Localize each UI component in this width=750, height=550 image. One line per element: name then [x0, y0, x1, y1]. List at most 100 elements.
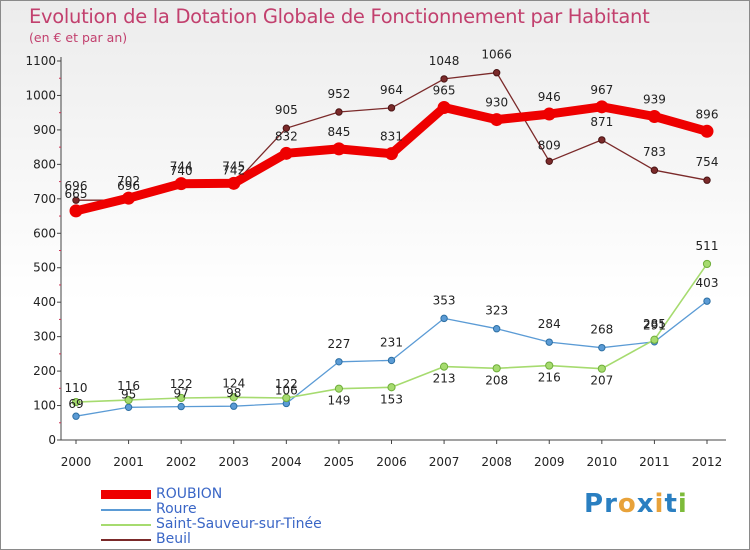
data-point-roubion [490, 113, 504, 127]
data-point-roubion [69, 204, 83, 218]
data-point-roubion [227, 176, 241, 190]
x-tick-label: 2001 [113, 455, 144, 469]
legend-swatch-beuil [101, 539, 151, 541]
data-label-roubion: 832 [275, 129, 298, 143]
logo-letter: o [617, 489, 637, 519]
x-tick-label: 2009 [534, 455, 565, 469]
x-tick-label: 2006 [376, 455, 407, 469]
data-label-saint-sauveur-sur-tin-e: 153 [380, 392, 403, 406]
data-label-roubion: 831 [380, 130, 403, 144]
data-point-roubion [279, 146, 293, 160]
y-tick-label: 600 [33, 226, 56, 240]
data-label-beuil: 952 [327, 87, 350, 101]
data-point-beuil [703, 176, 711, 184]
data-label-beuil: 905 [275, 103, 298, 117]
data-point-roure [545, 338, 553, 346]
logo-letter: r [604, 489, 618, 519]
logo-letter: i [654, 489, 665, 519]
data-label-beuil: 754 [696, 155, 719, 169]
data-label-roure: 284 [538, 317, 561, 331]
data-label-saint-sauveur-sur-tin-e: 149 [327, 394, 350, 408]
data-point-saint-sauveur-sur-tin-e [229, 393, 238, 402]
data-label-beuil: 742 [222, 163, 245, 177]
data-label-beuil: 783 [643, 145, 666, 159]
logo-letter: i [677, 489, 688, 519]
data-label-saint-sauveur-sur-tin-e: 511 [696, 239, 719, 253]
data-label-saint-sauveur-sur-tin-e: 110 [65, 381, 88, 395]
data-point-beuil [545, 157, 553, 165]
data-label-saint-sauveur-sur-tin-e: 208 [485, 373, 508, 387]
data-point-beuil [492, 69, 501, 77]
data-label-roure: 69 [68, 397, 83, 411]
legend-item-saint-sauveur: Saint-Sauveur-sur-Tinée [101, 516, 421, 533]
y-tick-label: 300 [33, 330, 56, 344]
data-label-roubion: 967 [590, 83, 613, 97]
data-point-roubion [647, 109, 661, 123]
data-point-saint-sauveur-sur-tin-e [439, 362, 449, 371]
chart-subtitle: (en € et par an) [29, 30, 128, 45]
y-tick-label: 400 [33, 295, 56, 309]
data-point-roure [230, 402, 238, 410]
data-label-roure: 227 [327, 337, 350, 351]
y-tick-label: 900 [33, 123, 56, 137]
x-tick-label: 2011 [639, 455, 670, 469]
data-label-beuil: 740 [170, 164, 193, 178]
data-point-saint-sauveur-sur-tin-e [545, 361, 554, 370]
data-point-roubion [122, 191, 136, 205]
data-point-roure [387, 356, 396, 365]
data-label-beuil: 809 [538, 138, 561, 152]
data-point-roure [124, 403, 133, 411]
data-point-beuil [650, 166, 659, 174]
data-label-beuil: 871 [590, 115, 613, 129]
y-tick-label: 500 [33, 261, 56, 275]
y-tick-label: 200 [33, 364, 56, 378]
y-tick-label: 100 [33, 399, 56, 413]
data-label-roubion: 702 [117, 174, 140, 188]
legend-label-roubion: ROUBION [156, 486, 223, 502]
y-tick-label: 700 [33, 192, 56, 206]
x-tick-label: 2002 [166, 455, 197, 469]
data-point-roure [492, 325, 501, 333]
data-label-roure: 106 [275, 383, 298, 397]
data-point-roubion [700, 124, 714, 138]
data-point-beuil [440, 75, 448, 83]
data-point-beuil [72, 196, 80, 204]
data-label-roure: 268 [590, 323, 613, 337]
data-point-roubion [542, 107, 556, 121]
data-point-saint-sauveur-sur-tin-e [387, 383, 396, 392]
x-tick-label: 2000 [61, 455, 92, 469]
data-label-roure: 95 [121, 387, 136, 401]
logo-letter: x [636, 489, 655, 519]
data-point-roubion [332, 142, 346, 156]
data-label-roure: 403 [696, 276, 719, 290]
data-label-roure: 231 [380, 335, 403, 349]
logo-letter: P [584, 489, 605, 519]
legend-item-roure: Roure [101, 501, 421, 518]
data-label-saint-sauveur-sur-tin-e: 122 [275, 377, 298, 391]
data-label-roubion: 930 [485, 96, 508, 110]
x-tick-label: 2007 [429, 455, 460, 469]
data-point-beuil [282, 124, 291, 132]
data-label-saint-sauveur-sur-tin-e: 116 [117, 379, 140, 393]
logo-letter: t [664, 489, 678, 519]
data-point-saint-sauveur-sur-tin-e [282, 393, 291, 403]
data-label-roure: 353 [433, 293, 456, 307]
data-label-roubion: 745 [222, 159, 245, 173]
data-point-saint-sauveur-sur-tin-e [71, 398, 81, 407]
data-label-saint-sauveur-sur-tin-e: 291 [643, 319, 666, 333]
legend-label-beuil: Beuil [156, 531, 191, 547]
data-label-roubion: 744 [170, 160, 193, 174]
data-point-roure [72, 412, 80, 420]
data-point-saint-sauveur-sur-tin-e [702, 259, 712, 269]
data-label-roubion: 946 [538, 90, 561, 104]
data-point-saint-sauveur-sur-tin-e [650, 335, 659, 344]
data-label-beuil: 696 [117, 179, 140, 193]
data-point-beuil [598, 136, 606, 144]
data-point-roure [177, 402, 185, 411]
chart-title: Evolution de la Dotation Globale de Fonc… [29, 5, 650, 28]
data-label-roubion: 965 [433, 84, 456, 98]
x-tick-label: 2008 [481, 455, 512, 469]
legend-swatch-roure [101, 509, 151, 511]
data-label-beuil: 964 [380, 83, 403, 97]
data-point-roubion [174, 177, 188, 191]
